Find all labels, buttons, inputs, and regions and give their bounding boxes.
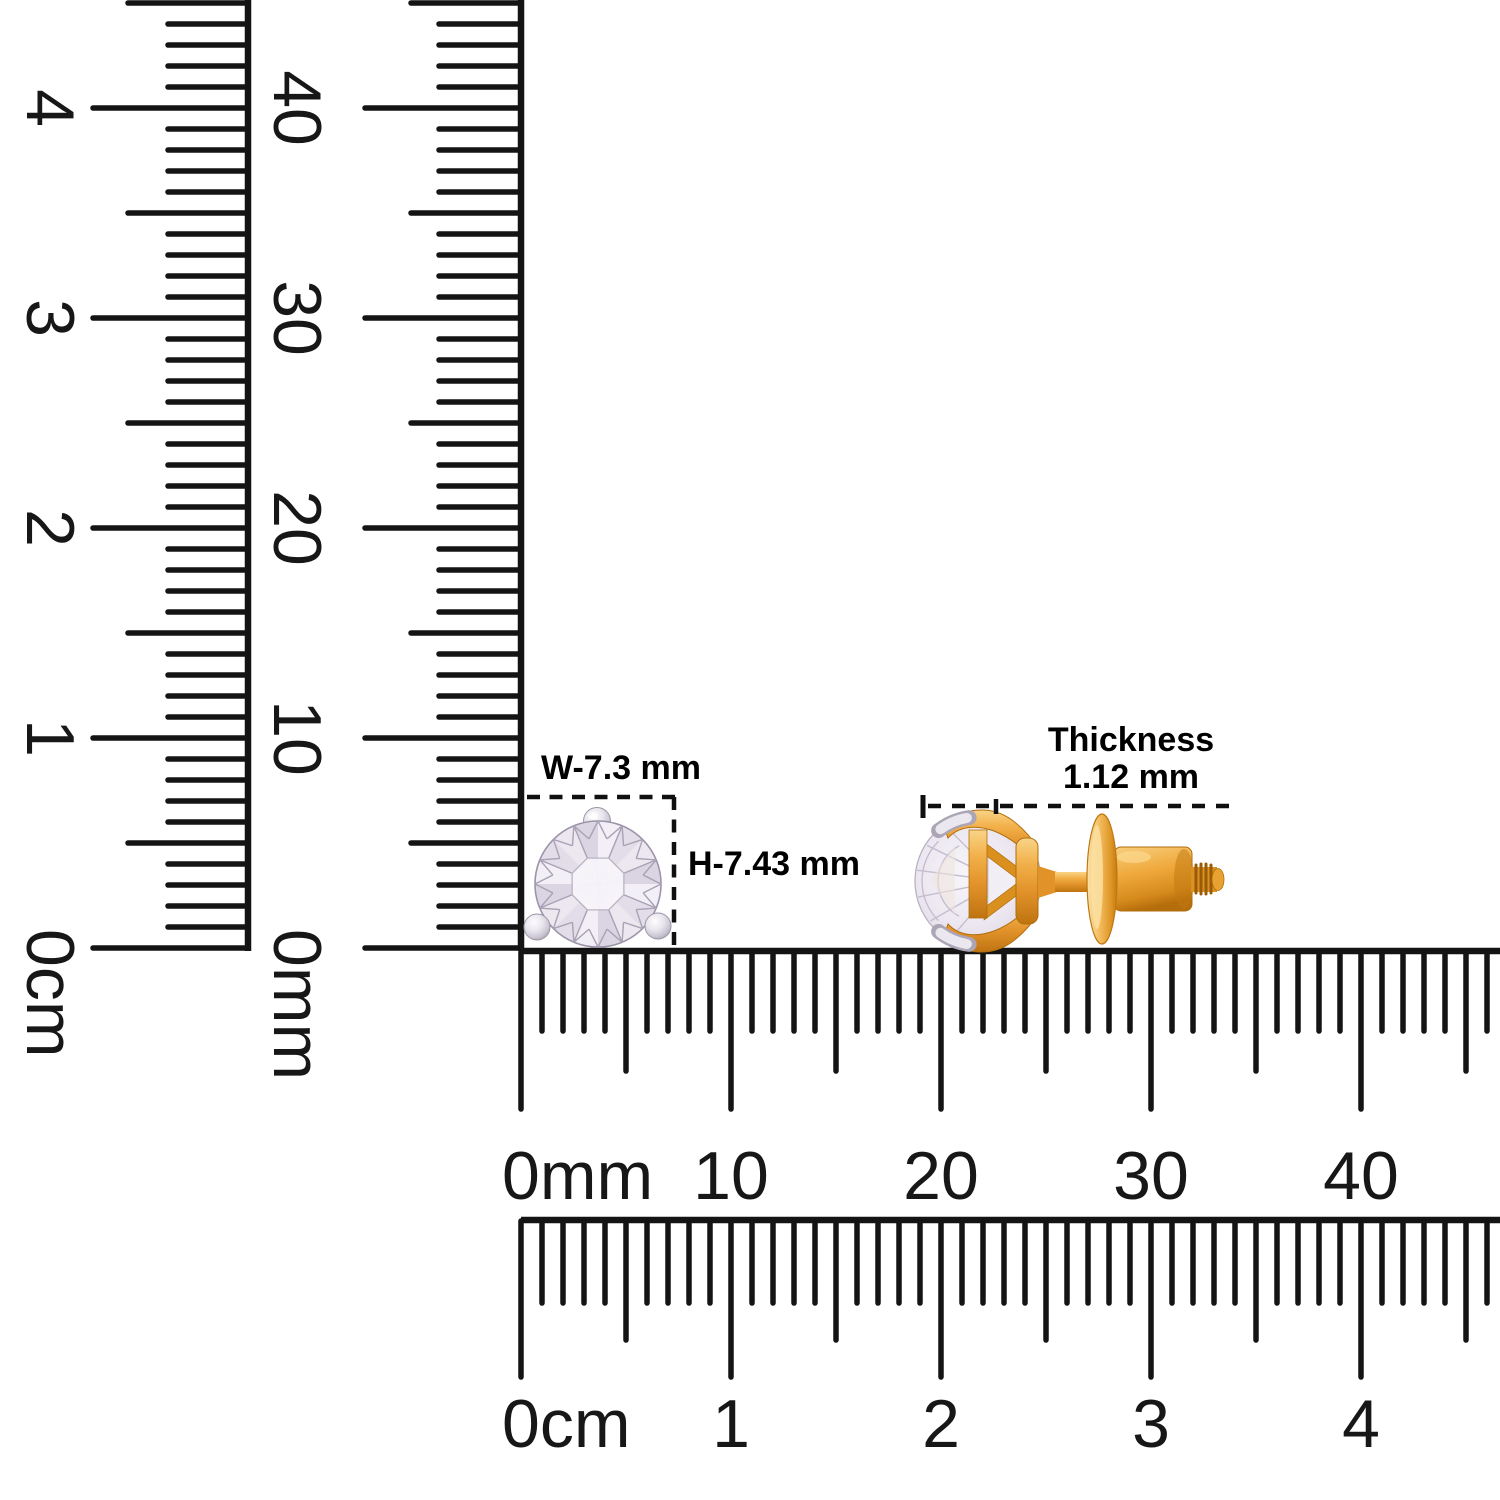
front-dimension-lines — [527, 794, 677, 950]
crown-facet — [636, 857, 657, 861]
white-gold-prong-tips — [931, 810, 977, 952]
bezel-facet — [539, 894, 573, 909]
ruler-number: 30 — [259, 280, 335, 356]
ruler-number: 0mm — [259, 929, 335, 1080]
screw-tip — [1211, 868, 1225, 891]
thickness-annotation-value: 1.12 mm — [1062, 758, 1200, 796]
crown-facet — [539, 907, 560, 911]
crown-facet — [552, 909, 561, 929]
crown-facet — [534, 874, 554, 885]
thickness-annotation-title: Thickness — [1047, 721, 1215, 759]
back-disc-highlight — [1091, 825, 1103, 929]
crown-facet — [642, 859, 657, 876]
bezel-facet — [573, 825, 588, 859]
barrel-highlight — [1117, 851, 1151, 863]
bezel-facet — [539, 859, 573, 874]
ruler-number: 10 — [693, 1138, 769, 1214]
ruler-number: 2 — [922, 1386, 960, 1462]
crown-facet — [635, 839, 644, 859]
ruler-number: 10 — [259, 700, 335, 776]
crown-facet — [621, 922, 625, 943]
collar — [1015, 837, 1039, 925]
barrel-shading — [1174, 849, 1194, 909]
bezel-facet — [623, 859, 657, 874]
crown-facet — [642, 892, 657, 909]
rulers: 0cm 1 2 3 4 0mm 10 20 30 40 0mm 10 20 30 40 0cm 1 2 3 4 — [12, 0, 1500, 1462]
neck — [1038, 866, 1057, 898]
crown-facet — [573, 825, 590, 840]
crown-facet — [597, 820, 608, 840]
ruler-bottom_cm: 0cm 1 2 3 4 — [502, 1216, 1500, 1462]
ruler-number: 0cm — [12, 929, 88, 1057]
ruler-number: 3 — [12, 299, 88, 337]
crown-facet — [534, 883, 554, 894]
crown-facet — [636, 907, 657, 911]
ruler-number: 3 — [1132, 1386, 1170, 1462]
ruler-number: 1 — [12, 719, 88, 757]
earring-front-view — [523, 807, 672, 948]
warm-reflection — [930, 845, 955, 915]
ruler-number: 2 — [12, 509, 88, 547]
prong-bottom-right — [644, 912, 672, 940]
crown-facet — [642, 883, 662, 894]
bezel-facet — [573, 909, 588, 943]
ruler-number: 4 — [1342, 1386, 1380, 1462]
crown-facet — [539, 859, 554, 876]
prong-tip-top — [935, 812, 972, 835]
crown-facet — [553, 921, 573, 930]
crown-facet — [621, 825, 625, 846]
crown-facet — [597, 928, 608, 948]
ruler-number: 40 — [259, 70, 335, 146]
thickness-dimension-lines — [920, 795, 1238, 818]
crown-facet — [606, 928, 623, 943]
ruler-left_mm: 0mm 10 20 30 40 — [259, 0, 525, 1080]
side-girdle-arc — [921, 840, 939, 922]
crown-facet — [539, 892, 554, 909]
ruler-number: 1 — [712, 1386, 750, 1462]
crown-facet — [571, 825, 575, 846]
bezel-facet — [623, 894, 657, 909]
crown-facet — [606, 825, 623, 840]
ruler-number: 0mm — [502, 1138, 653, 1214]
ruler-number: 4 — [12, 89, 88, 127]
earring-side-view — [914, 809, 1225, 953]
ruler-number: 30 — [1113, 1138, 1189, 1214]
width-annotation: W-7.3 mm — [541, 749, 701, 787]
crown-facet — [642, 874, 662, 885]
prong-tip-bottom — [935, 927, 972, 950]
ruler-number: 40 — [1323, 1138, 1399, 1214]
crown-facet — [552, 839, 561, 859]
crown-facet — [571, 922, 575, 943]
crown-facet — [553, 838, 573, 847]
prong-highlight — [588, 812, 598, 820]
crown-facet — [573, 928, 590, 943]
prong-bottom-left — [523, 913, 551, 941]
crown-facet — [635, 909, 644, 929]
height-annotation: H-7.43 mm — [688, 845, 860, 883]
ruler-number: 0cm — [502, 1386, 630, 1462]
crown-facet — [588, 820, 599, 840]
bezel-facet — [608, 909, 623, 943]
crown-facet — [623, 921, 643, 930]
crown-facet — [588, 928, 599, 948]
crown-facet — [539, 857, 560, 861]
diamond-front — [534, 820, 662, 948]
bezel-facet — [608, 825, 623, 859]
crown-facet — [623, 838, 643, 847]
ruler-left_cm: 0cm 1 2 3 4 — [12, 0, 252, 1057]
basket-prong-bar — [968, 829, 988, 919]
ruler-bottom_mm: 0mm 10 20 30 40 — [502, 947, 1500, 1214]
ruler-number: 20 — [259, 490, 335, 566]
ruler-number: 20 — [903, 1138, 979, 1214]
table-facet — [571, 857, 625, 911]
